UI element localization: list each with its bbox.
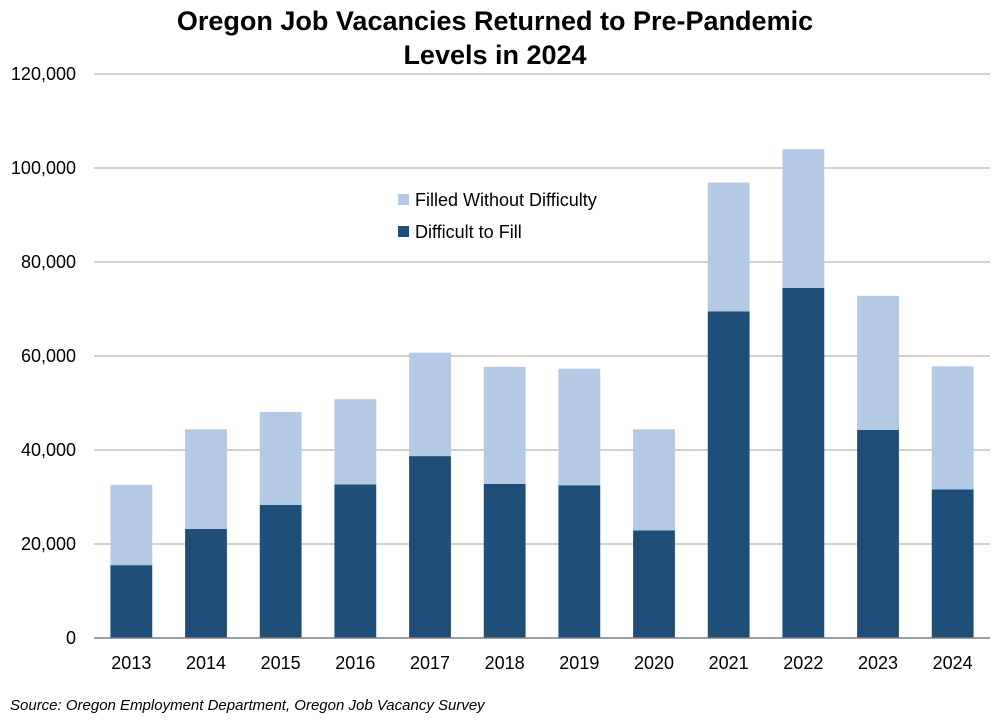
bar-difficult-to-fill	[185, 528, 227, 638]
x-tick-label: 2022	[783, 653, 823, 673]
x-tick-label: 2014	[186, 653, 226, 673]
x-tick-label: 2024	[933, 653, 973, 673]
legend-swatch	[398, 226, 409, 237]
bar-filled-without-difficulty	[259, 411, 302, 505]
gridlines	[94, 73, 990, 545]
bar-filled-without-difficulty	[633, 429, 675, 531]
x-tick-label: 2018	[485, 653, 525, 673]
bar-difficult-to-fill	[633, 530, 675, 638]
bar-filled-without-difficulty	[707, 182, 750, 312]
y-tick-label: 60,000	[21, 346, 76, 366]
x-tick-label: 2021	[709, 653, 749, 673]
bar-filled-without-difficulty	[931, 366, 974, 490]
chart-title: Oregon Job Vacancies Returned to Pre-Pan…	[0, 4, 990, 72]
bar-difficult-to-fill	[707, 311, 750, 638]
legend: Filled Without Difficulty Difficult to Fi…	[398, 190, 597, 242]
bar-difficult-to-fill	[931, 489, 974, 638]
y-tick-label: 100,000	[11, 158, 76, 178]
bar-filled-without-difficulty	[558, 368, 601, 486]
bar-filled-without-difficulty	[185, 429, 227, 529]
y-tick-label: 40,000	[21, 440, 76, 460]
bar-difficult-to-fill	[259, 504, 302, 638]
bar-filled-without-difficulty	[782, 149, 825, 288]
bar-difficult-to-fill	[857, 429, 899, 638]
y-tick-label: 80,000	[21, 252, 76, 272]
bar-difficult-to-fill	[110, 565, 153, 638]
x-tick-label: 2015	[261, 653, 301, 673]
x-tick-label: 2023	[858, 653, 898, 673]
source-note: Source: Oregon Employment Department, Or…	[10, 697, 485, 714]
bar-difficult-to-fill	[558, 485, 601, 638]
bar-filled-without-difficulty	[110, 484, 153, 566]
bar-filled-without-difficulty	[483, 366, 526, 484]
bar-filled-without-difficulty	[857, 295, 899, 430]
bar-difficult-to-fill	[782, 287, 825, 638]
axes: 0 20,000 40,000 60,000 80,000 100,000 120,000 2…	[11, 64, 990, 673]
y-tick-label: 20,000	[21, 534, 76, 554]
legend-swatch	[398, 194, 409, 205]
legend-label: Filled Without Difficulty	[415, 190, 597, 210]
legend-label: Difficult to Fill	[415, 222, 522, 242]
y-tick-label: 0	[66, 628, 76, 648]
x-tick-label: 2020	[634, 653, 674, 673]
y-tick-label: 120,000	[11, 64, 76, 84]
x-tick-label: 2017	[410, 653, 450, 673]
bar-filled-without-difficulty	[334, 399, 377, 485]
bar-filled-without-difficulty	[409, 352, 451, 457]
bars	[110, 149, 974, 638]
chart-title-line-2: Levels in 2024	[403, 40, 587, 70]
bar-difficult-to-fill	[334, 484, 377, 638]
bar-difficult-to-fill	[483, 483, 526, 638]
x-tick-label: 2016	[335, 653, 375, 673]
chart-title-line-1: Oregon Job Vacancies Returned to Pre-Pan…	[176, 6, 814, 36]
bar-difficult-to-fill	[409, 456, 451, 638]
x-tick-label: 2013	[111, 653, 151, 673]
x-tick-label: 2019	[559, 653, 599, 673]
